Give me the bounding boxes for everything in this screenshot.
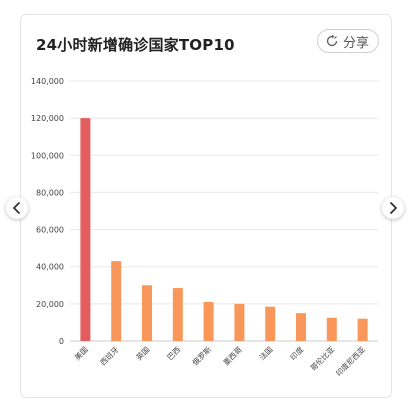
- x-tick-label: 法国: [257, 344, 275, 362]
- x-tick-label: 巴西: [165, 345, 182, 362]
- x-tick-label: 印度尼西亚: [333, 344, 367, 378]
- y-tick-label: 120,000: [31, 114, 64, 123]
- y-tick-label: 0: [59, 337, 64, 346]
- share-icon: [325, 34, 339, 48]
- x-tick-label: 墨西哥: [222, 345, 245, 368]
- x-tick-label: 哥伦比亚: [308, 344, 337, 373]
- chevron-right-icon: [390, 202, 397, 214]
- bar[interactable]: [296, 313, 306, 341]
- x-tick-label: 印度: [288, 344, 306, 362]
- y-tick-label: 40,000: [36, 263, 64, 272]
- x-tick-label: 美国: [72, 344, 90, 362]
- y-tick-label: 100,000: [31, 151, 64, 160]
- bar[interactable]: [172, 288, 183, 341]
- bar[interactable]: [357, 318, 368, 341]
- x-tick-label: 西班牙: [98, 344, 121, 367]
- x-tick-label: 英国: [134, 344, 152, 362]
- y-tick-label: 60,000: [36, 226, 64, 235]
- bar[interactable]: [111, 261, 122, 341]
- bar[interactable]: [142, 285, 152, 341]
- bar[interactable]: [265, 306, 276, 341]
- prev-button[interactable]: [6, 197, 28, 219]
- bar[interactable]: [234, 303, 245, 341]
- card-title: 24小时新增确诊国家TOP10: [36, 36, 235, 54]
- share-label: 分享: [342, 35, 369, 51]
- share-button[interactable]: 分享: [316, 29, 379, 53]
- bar[interactable]: [326, 317, 337, 341]
- bar[interactable]: [203, 302, 214, 341]
- y-tick-label: 80,000: [36, 188, 64, 197]
- chevron-left-icon: [13, 202, 20, 214]
- y-tick-label: 140,000: [31, 77, 64, 86]
- next-button[interactable]: [382, 197, 404, 219]
- bar[interactable]: [80, 118, 91, 342]
- y-tick-label: 20,000: [36, 300, 64, 309]
- x-tick-label: 俄罗斯: [190, 344, 213, 367]
